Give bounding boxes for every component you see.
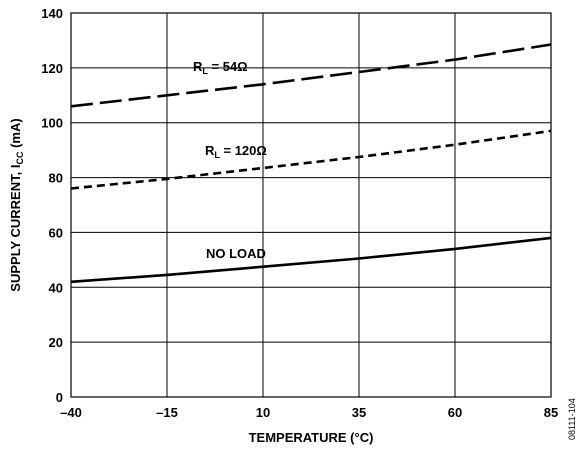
x-tick-label: 85 <box>544 405 558 420</box>
series-line-rl54 <box>70 43 552 108</box>
y-axis-title-unit: (mA) <box>8 118 23 151</box>
figure-code: 08111-104 <box>567 398 577 440</box>
y-tick-label: 80 <box>49 171 63 186</box>
x-tick-label: –40 <box>60 405 82 420</box>
x-tick-label: 10 <box>256 405 270 420</box>
y-axis-title-sub: CC <box>15 151 25 164</box>
y-tick-label: 0 <box>56 390 63 405</box>
x-tick-label: 60 <box>448 405 462 420</box>
y-axis-title: SUPPLY CURRENT, ICC (mA) <box>8 118 25 291</box>
y-tick-label: 100 <box>41 116 63 131</box>
series-line-rl120 <box>70 129 552 190</box>
y-tick-label: 120 <box>41 61 63 76</box>
x-tick-label: –15 <box>156 405 178 420</box>
y-tick-label: 20 <box>49 335 63 350</box>
y-axis-title-main: SUPPLY CURRENT, I <box>8 165 23 292</box>
y-tick-labels: 0 20 40 60 80 100 120 140 <box>41 6 63 405</box>
y-tick-label: 60 <box>49 225 63 240</box>
series-label-no-load: NO LOAD <box>206 246 266 261</box>
x-tick-label: 35 <box>352 405 366 420</box>
plot-frame <box>70 12 552 398</box>
series-line-noload <box>70 236 552 284</box>
grid <box>70 12 552 398</box>
x-tick-labels: –40 –15 10 35 60 85 <box>60 405 558 420</box>
x-axis-title: TEMPERATURE (°C) <box>249 430 374 445</box>
series-lines <box>70 43 552 284</box>
y-tick-label: 140 <box>41 6 63 21</box>
y-tick-label: 40 <box>49 280 63 295</box>
series-label-rl-54: RL = 54Ω <box>193 59 248 76</box>
series-label-rl-120: RL = 120Ω <box>205 143 267 160</box>
